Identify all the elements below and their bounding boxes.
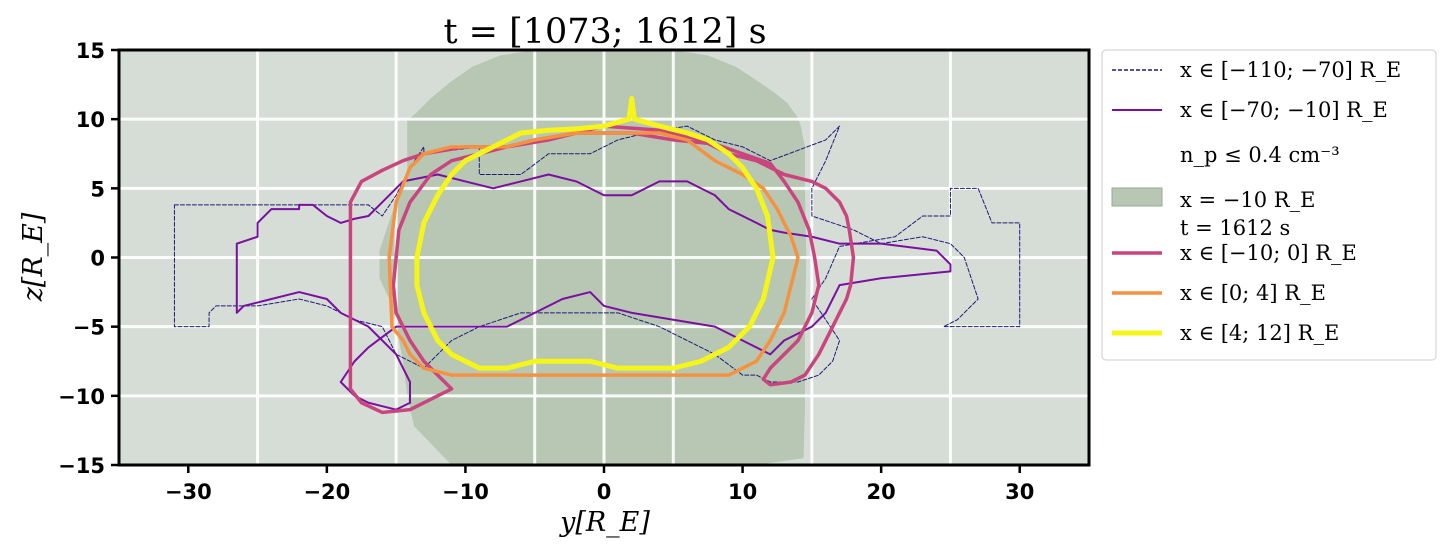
plot-area [117, 48, 1091, 467]
x-tick-label: −10 [442, 480, 489, 504]
series-line-1 [173, 125, 1021, 383]
chart-title: t = [1073; 1612] s [443, 12, 766, 52]
x-tick-label: 10 [728, 480, 757, 504]
y-tick-label: 5 [90, 177, 105, 201]
x-axis-label: y[R_E] [559, 507, 650, 538]
legend-label: x ∈ [−110; −70] R_E [1180, 58, 1401, 82]
series-line-5 [414, 95, 776, 371]
x-tick-label: −30 [165, 480, 212, 504]
series-group [173, 95, 1021, 415]
y-tick-label: −15 [58, 454, 105, 478]
y-tick-label: 10 [76, 108, 105, 132]
legend: x ∈ [−110; −70] R_Ex ∈ [−70; −10] R_E n_p… [1101, 49, 1437, 361]
legend-label: x ∈ [0; 4] R_E [1180, 281, 1326, 305]
y-tick-label: −5 [73, 316, 105, 340]
x-axis-ticks: −30 −20 −10 0 10 20 30 [165, 465, 1034, 504]
x-tick-label: 0 [597, 480, 612, 504]
legend-label: x ∈ [−10; 0] R_E [1180, 241, 1357, 265]
series-line-2 [235, 173, 952, 411]
legend-box [1101, 49, 1437, 361]
y-tick-label: 15 [76, 39, 105, 63]
y-axis-label: z[R_E] [18, 212, 49, 302]
legend-patch [1111, 187, 1163, 207]
x-tick-label: 30 [1005, 480, 1034, 504]
x-tick-label: 20 [867, 480, 896, 504]
series-line-4 [387, 131, 800, 377]
legend-label: x = −10 R_E [1180, 188, 1315, 212]
legend-label: t = 1612 s [1180, 216, 1290, 240]
legend-label: x ∈ [4; 12] R_E [1180, 321, 1339, 345]
legend-label: n_p ≤ 0.4 cm⁻³ [1180, 143, 1340, 167]
y-tick-label: 0 [90, 247, 105, 271]
y-tick-label: −10 [58, 385, 105, 409]
legend-label: x ∈ [−70; −10] R_E [1180, 98, 1388, 122]
x-tick-label: −20 [303, 480, 350, 504]
y-axis-ticks: −15 −10 −5 0 5 10 15 [58, 39, 119, 478]
legend-items: x ∈ [−110; −70] R_Ex ∈ [−70; −10] R_E n_p… [1111, 58, 1401, 345]
